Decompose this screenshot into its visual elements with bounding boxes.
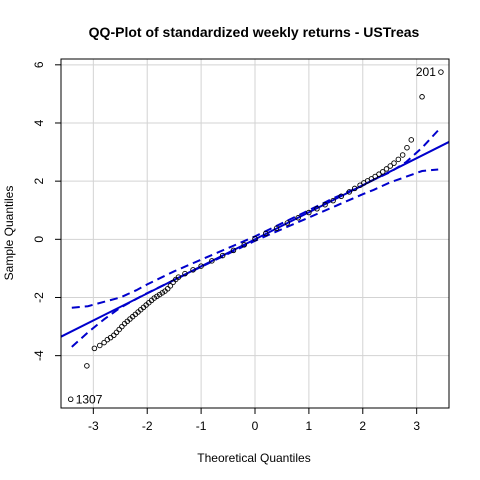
data-point	[330, 197, 336, 204]
data-point	[167, 283, 174, 289]
x-tick-label: -1	[196, 419, 207, 433]
y-tick-label: -4	[32, 350, 46, 361]
data-point	[372, 173, 378, 180]
data-point	[252, 235, 258, 242]
data-point	[175, 274, 182, 280]
data-point	[164, 286, 171, 292]
reference-line-path	[60, 141, 450, 338]
data-point	[156, 291, 163, 298]
x-tick-label: -2	[142, 419, 153, 433]
data-points	[67, 69, 444, 403]
data-point	[338, 193, 344, 200]
data-point	[241, 242, 247, 248]
data-point	[273, 225, 280, 232]
data-point	[295, 215, 301, 221]
data-point	[151, 295, 157, 301]
data-point	[379, 169, 386, 175]
data-point	[198, 263, 204, 269]
x-axis-label: Theoretical Quantiles	[197, 451, 310, 465]
y-axis-label: Sample Quantiles	[2, 186, 16, 281]
data-point	[419, 94, 425, 100]
data-point	[322, 201, 328, 208]
data-point	[101, 339, 107, 346]
point-annotation: 201	[416, 65, 436, 79]
data-point	[182, 270, 188, 277]
data-point	[119, 323, 125, 330]
data-point	[383, 166, 390, 172]
data-point	[284, 220, 291, 226]
chart-title: QQ-Plot of standardized weekly returns -…	[89, 24, 420, 40]
data-point	[357, 182, 363, 188]
data-point	[97, 342, 103, 349]
data-point	[209, 258, 215, 264]
x-axis: -3 -2 -1 0 1 2 3	[88, 408, 420, 433]
data-point	[230, 247, 237, 254]
reference-line	[60, 141, 450, 338]
y-tick-label: 2	[32, 177, 46, 184]
y-tick-label: 4	[32, 119, 46, 126]
data-point	[399, 152, 406, 158]
data-point	[351, 185, 358, 192]
data-point	[263, 230, 269, 237]
data-point	[346, 189, 353, 195]
data-point	[190, 267, 196, 273]
data-point	[408, 137, 415, 143]
data-point	[395, 156, 402, 163]
annotations: 201 1307	[76, 65, 437, 406]
x-tick-label: 1	[306, 419, 313, 433]
data-point	[154, 293, 160, 300]
data-point	[91, 345, 98, 352]
data-point	[376, 171, 382, 177]
data-point	[438, 69, 444, 75]
x-tick-label: 0	[252, 419, 259, 433]
point-annotation: 1307	[76, 392, 103, 406]
data-point	[116, 326, 122, 333]
data-point	[170, 279, 176, 286]
data-point	[159, 290, 166, 296]
data-point	[387, 163, 394, 169]
data-point	[219, 252, 226, 259]
data-point	[84, 363, 90, 369]
data-point	[113, 329, 120, 336]
data-point	[306, 209, 312, 216]
data-point	[111, 332, 117, 339]
data-point	[404, 144, 410, 151]
x-tick-label: 2	[359, 419, 366, 433]
y-tick-label: 6	[32, 61, 46, 68]
data-point	[368, 176, 375, 182]
y-tick-label: 0	[32, 236, 46, 243]
x-tick-label: -3	[88, 419, 99, 433]
data-point	[391, 160, 397, 166]
x-tick-label: 3	[413, 419, 420, 433]
y-tick-label: -2	[32, 292, 46, 303]
y-axis: -4 -2 0 2 4 6	[32, 61, 61, 361]
data-point	[314, 206, 320, 212]
data-point	[67, 396, 74, 403]
